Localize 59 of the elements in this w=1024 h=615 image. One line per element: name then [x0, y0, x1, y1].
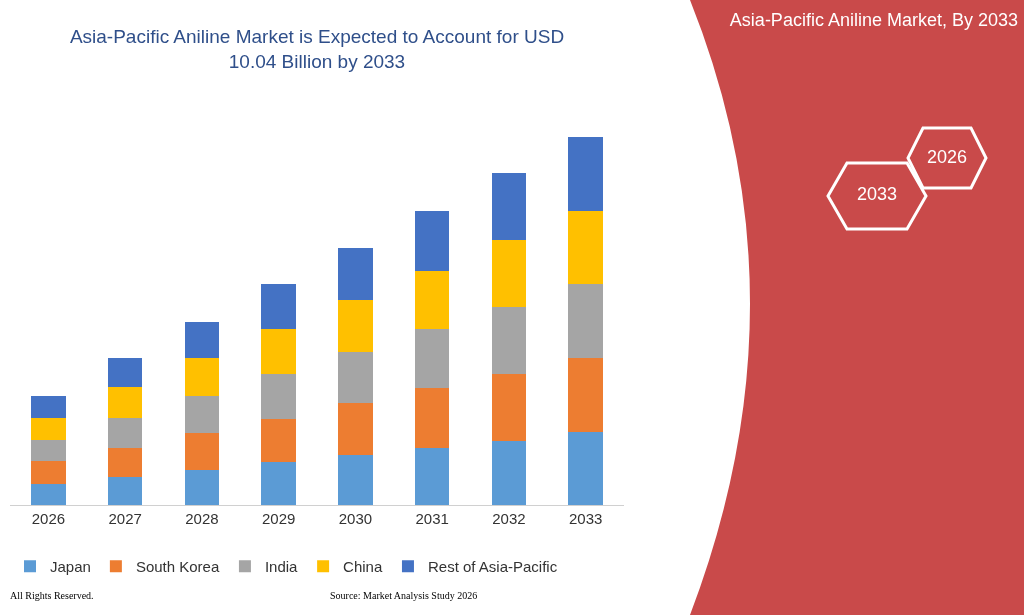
chart-title: Asia-Pacific Aniline Market is Expected to Account for USD 10.04 Billion by 2033: [69, 26, 565, 72]
bar: [184, 469, 220, 505]
bar: [338, 299, 373, 353]
bar: [261, 373, 296, 419]
bar: [107, 417, 143, 449]
text: All Rights Reserved.: [10, 590, 94, 601]
bar: [107, 386, 143, 418]
x-tick-label: 2026: [31, 510, 66, 527]
text: Asia-Pacific Aniline Market, By 2033: [728, 10, 1018, 31]
x-tick-label: 2033: [568, 510, 603, 527]
bar: [414, 270, 450, 329]
bar: [184, 358, 220, 396]
bar: [338, 352, 373, 404]
bar: [31, 484, 66, 505]
bar: [107, 448, 143, 478]
bar: [568, 357, 603, 432]
legend-label: India: [264, 558, 299, 576]
bar: [31, 461, 66, 485]
bar: [338, 403, 373, 456]
bar: [414, 388, 450, 449]
bar: [491, 440, 527, 505]
x-tick-label: 2027: [108, 510, 142, 527]
bar: [338, 455, 373, 505]
bar: [261, 418, 296, 463]
bar: [107, 357, 143, 387]
bar: [107, 477, 143, 505]
bar: [261, 462, 296, 505]
bar: [261, 328, 296, 374]
bar: [261, 284, 296, 329]
text: 2026: [925, 147, 968, 168]
bar: [491, 173, 527, 240]
bar: [491, 306, 527, 374]
legend-label: China: [343, 558, 383, 576]
x-tick-label: 2029: [261, 510, 296, 527]
bar: [184, 395, 220, 434]
bar: [568, 137, 603, 212]
x-tick-label: 2030: [338, 510, 373, 527]
bar: [414, 211, 450, 271]
legend-label: Rest of Asia-Pacific: [427, 558, 558, 576]
bar: [414, 328, 450, 389]
bar: [31, 417, 66, 440]
bar: [491, 239, 527, 307]
x-tick-label: 2028: [185, 510, 219, 527]
bar: [568, 284, 603, 358]
bar: [184, 433, 220, 470]
bar: [491, 373, 527, 441]
bar: [414, 448, 450, 505]
bar: [568, 431, 603, 505]
x-tick-label: 2031: [415, 510, 449, 527]
source-note: Source: Market Analysis Study 2026: [330, 590, 478, 601]
bar: [184, 321, 220, 359]
x-tick-label: 2032: [492, 510, 526, 527]
legend-label: Japan: [50, 558, 91, 576]
bar: [338, 247, 373, 300]
bar: [31, 396, 66, 418]
bar: [568, 211, 603, 285]
legend-label: South Korea: [135, 558, 220, 576]
text: 2033: [855, 184, 898, 205]
bar: [31, 439, 66, 462]
